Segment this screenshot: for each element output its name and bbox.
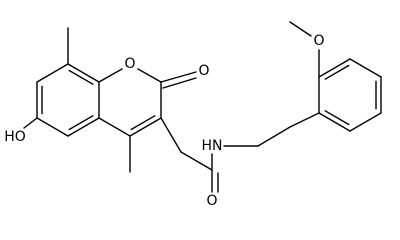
bond [68,115,94,131]
bond [67,117,100,137]
bond [289,21,312,37]
amine-label: HN [202,138,223,154]
hydroxyl-label: HO [4,129,26,145]
bonds [23,21,382,193]
bond [162,77,197,89]
lactone-oxygen-label: O [198,63,209,79]
bond [349,112,382,132]
page: {"atoms": [ {"label": "O"}, {"label": "O… [4,21,382,209]
bond [36,117,69,137]
bond [36,63,69,83]
bond [324,64,350,80]
bond [349,58,382,78]
bond [23,117,38,129]
bond [137,68,162,83]
bond [98,68,123,83]
bond [318,112,351,132]
bond [68,69,94,85]
ring-oxygen-label: O [124,56,135,72]
amide-oxygen-label: O [206,193,217,209]
bond [129,117,162,137]
bond [180,151,213,171]
bond [257,126,291,147]
methoxy-oxygen-label: O [313,33,324,49]
bond [67,63,100,83]
molecule-diagram: O O HO HN O O [4,21,382,209]
bond [98,117,131,137]
bond [130,115,156,131]
bond [160,117,182,153]
bond [324,110,350,126]
bond [289,112,320,128]
bond [160,71,197,83]
bond [318,58,351,78]
